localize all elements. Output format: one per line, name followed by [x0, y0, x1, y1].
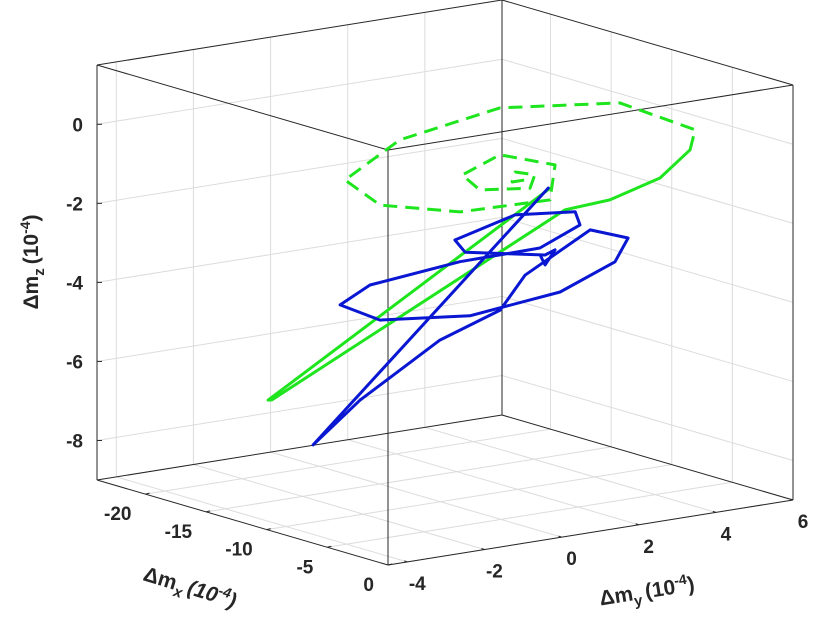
grid-line — [96, 58, 503, 125]
grid-line — [327, 481, 733, 548]
y-tick-label: -4 — [409, 574, 426, 595]
tick-mark — [712, 510, 717, 513]
tick-mark — [789, 498, 794, 501]
z-label-unit: (10 — [20, 234, 43, 264]
y-tick-label: 0 — [566, 549, 577, 570]
x-axis-label: Δmx(10-4) — [139, 560, 240, 618]
grid-line — [96, 295, 503, 362]
y-axis-label: Δmy(10-4) — [597, 570, 697, 616]
grid-line — [501, 216, 794, 303]
layer — [266, 101, 697, 447]
grid-line — [145, 428, 551, 495]
y-tick-label: 6 — [798, 512, 809, 533]
data-line — [266, 148, 692, 402]
y-label-text: Δm — [598, 582, 635, 610]
svg-text:Δmy(10-4): Δmy(10-4) — [597, 570, 697, 616]
grid-line — [347, 439, 639, 526]
tick-mark — [266, 528, 271, 531]
box-edge — [501, 414, 794, 501]
grid-line — [270, 451, 562, 538]
tick-mark — [558, 535, 562, 538]
box-edge — [501, 0, 794, 86]
x-label-unit: (10 — [185, 576, 221, 607]
grid-line — [266, 464, 672, 531]
y-tick-label: 2 — [643, 537, 654, 558]
z-label-close: ) — [20, 214, 43, 221]
grid-line — [501, 137, 794, 224]
grid-line — [424, 426, 716, 513]
y-label-sup: -4 — [673, 571, 688, 589]
z-tick-label: -8 — [66, 431, 83, 452]
grid-line — [116, 476, 408, 563]
grid-line — [96, 216, 503, 283]
x-tick-label: 0 — [363, 575, 374, 596]
box-edge — [96, 0, 503, 66]
tick-mark — [404, 560, 408, 563]
tick-mark — [206, 510, 211, 513]
z-tick-label: -4 — [66, 273, 83, 294]
box-edge — [387, 499, 794, 566]
grid-line — [501, 374, 794, 461]
svg-text:Δmz(10-4): Δmz (10-4) — [17, 214, 48, 309]
z-tick-label: -2 — [66, 194, 83, 215]
x-label-sup: -4 — [217, 582, 234, 601]
x-tick-label: -15 — [165, 522, 193, 543]
y-tick-label: 4 — [721, 524, 732, 545]
z-label-sup: -4 — [17, 221, 33, 234]
y-label-sub: y — [633, 592, 645, 610]
box-edge — [96, 64, 389, 151]
y-label-unit: (10 — [643, 576, 677, 603]
z-tick-label: 0 — [72, 115, 83, 136]
x-tick-label: -10 — [225, 540, 252, 561]
data-line — [311, 186, 630, 447]
z-axis-label: Δmz (10-4) — [17, 214, 48, 309]
z-tick-label: -6 — [66, 352, 83, 373]
box-edge — [96, 414, 503, 481]
grid-line — [501, 295, 794, 382]
tick-mark — [145, 492, 150, 495]
grid-line — [206, 446, 612, 513]
z-label-sub: z — [31, 268, 48, 276]
z-label-text: Δm — [20, 276, 43, 310]
svg-text:Δmx(10-4): Δmx(10-4) — [139, 560, 240, 618]
grid-line — [96, 137, 503, 204]
grid-line — [501, 58, 794, 145]
x-tick-label: -5 — [296, 557, 313, 578]
tick-mark — [481, 548, 485, 550]
data-line — [343, 101, 697, 214]
y-tick-label: -2 — [486, 562, 503, 583]
x-tick-label: -20 — [104, 504, 131, 525]
grid-line — [193, 464, 485, 551]
grid-line — [96, 374, 503, 441]
layer — [96, 0, 794, 566]
tick-mark — [635, 523, 639, 526]
layer — [96, 0, 794, 566]
tick-mark — [327, 545, 332, 548]
tick-mark — [387, 563, 393, 566]
y-label-close: ) — [686, 573, 697, 597]
box-edge — [387, 84, 794, 151]
